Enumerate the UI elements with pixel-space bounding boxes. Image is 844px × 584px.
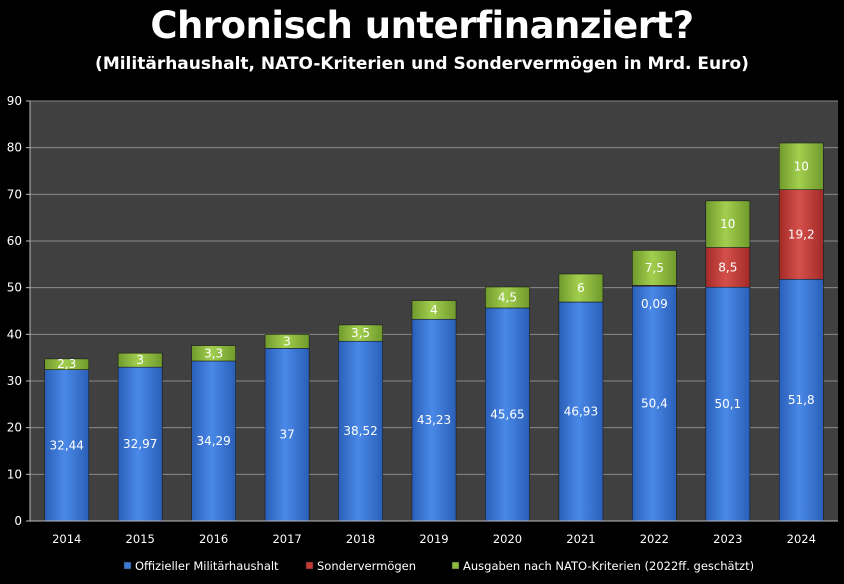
- data-label: 32,44: [50, 438, 84, 452]
- y-tick-label: 30: [7, 374, 22, 388]
- data-label: 50,1: [714, 397, 741, 411]
- data-label: 7,5: [645, 261, 664, 275]
- x-tick-label: 2016: [199, 532, 228, 546]
- bar-segment-special-fund: [778, 189, 824, 280]
- chart-subtitle: (Militärhaushalt, NATO-Kriterien und Son…: [95, 54, 749, 74]
- bar-segment-nato: [44, 358, 90, 370]
- bar-segment-military: [264, 348, 310, 522]
- legend-entry: Sondervermögen: [317, 559, 416, 573]
- bar-segment-military: [778, 278, 824, 522]
- x-tick-label: 2018: [346, 532, 375, 546]
- bar-segment-nato: [411, 300, 457, 320]
- bar-segment-nato: [338, 324, 383, 342]
- data-label: 46,93: [564, 404, 598, 418]
- bar-segment-military: [705, 286, 751, 522]
- bar-segment-military: [338, 340, 383, 522]
- x-tick-label: 2017: [272, 532, 301, 546]
- data-label: 2,3: [57, 357, 76, 371]
- data-label: 45,65: [490, 407, 524, 421]
- bar-segment-military: [558, 301, 604, 522]
- data-label: 10: [720, 217, 735, 231]
- y-tick-label: 80: [7, 141, 22, 155]
- data-label: 4,5: [498, 290, 517, 304]
- data-label: 6: [577, 281, 585, 295]
- bar-segment-military: [191, 360, 236, 522]
- x-tick-label: 2024: [787, 532, 816, 546]
- data-label: 38,52: [343, 424, 377, 438]
- data-label: 8,5: [718, 260, 737, 274]
- data-label: 3: [136, 353, 144, 367]
- data-label: 3,5: [351, 326, 370, 340]
- data-label: 43,23: [417, 413, 451, 427]
- x-tick-label: 2014: [52, 532, 81, 546]
- bar-segment-military: [411, 318, 457, 522]
- legend-swatch: [451, 561, 460, 570]
- data-label: 34,29: [196, 434, 230, 448]
- y-tick-label: 70: [7, 187, 22, 201]
- x-tick-label: 2020: [493, 532, 522, 546]
- data-label: 19,2: [788, 227, 815, 241]
- y-tick-label: 60: [7, 234, 22, 248]
- data-label: 10: [794, 159, 809, 173]
- bar-segment-nato: [117, 352, 163, 368]
- x-tick-label: 2015: [126, 532, 155, 546]
- data-label: 0,09: [641, 297, 668, 311]
- x-tick-label: 2022: [640, 532, 669, 546]
- bar-segment-nato: [485, 286, 530, 309]
- data-label: 51,8: [788, 393, 815, 407]
- bar-segment-military: [485, 307, 530, 522]
- bar-segment-military: [632, 285, 677, 522]
- data-label: 4: [430, 303, 438, 317]
- x-tick-label: 2023: [713, 532, 742, 546]
- data-label: 37: [279, 428, 294, 442]
- data-label: 3: [283, 334, 291, 348]
- legend-swatch: [123, 561, 132, 570]
- bar-segment-nato: [778, 142, 824, 190]
- legend-entry: Ausgaben nach NATO-Kriterien (2022ff. ge…: [463, 559, 754, 573]
- legend-entry: Offizieller Militärhaushalt: [135, 559, 279, 573]
- bar-segment-nato: [264, 334, 310, 349]
- bar-segment-nato: [632, 250, 677, 286]
- y-tick-label: 0: [14, 514, 22, 528]
- bar-segment-nato: [558, 273, 604, 303]
- data-label: 3,3: [204, 346, 223, 360]
- y-tick-label: 50: [7, 281, 22, 295]
- legend-swatch: [305, 561, 314, 570]
- data-label: 50,4: [641, 396, 668, 410]
- y-tick-label: 40: [7, 327, 22, 341]
- chart-title: Chronisch unterfinanziert?: [150, 4, 694, 47]
- data-label: 32,97: [123, 437, 157, 451]
- y-tick-label: 90: [7, 94, 22, 108]
- bar-segment-military: [117, 366, 163, 522]
- bar-segment-nato: [705, 200, 751, 248]
- y-tick-label: 20: [7, 421, 22, 435]
- y-tick-label: 10: [7, 467, 22, 481]
- x-tick-label: 2019: [419, 532, 448, 546]
- bar-segment-nato: [191, 345, 236, 362]
- x-tick-label: 2021: [566, 532, 595, 546]
